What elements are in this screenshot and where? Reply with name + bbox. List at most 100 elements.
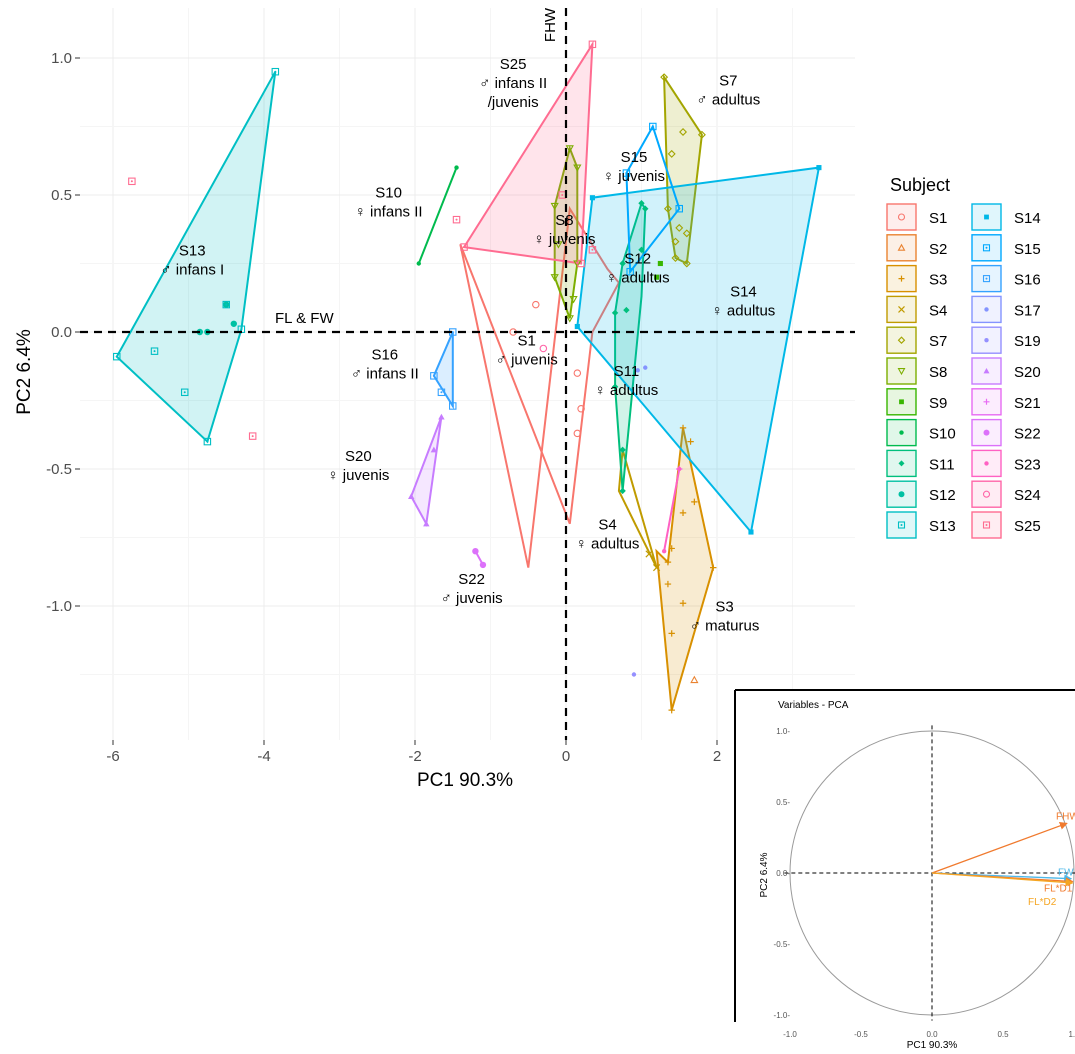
point-s8 — [554, 241, 563, 249]
legend-marker-s15-dot — [985, 246, 988, 249]
legend-key-s7 — [886, 326, 917, 354]
point-s20 — [438, 413, 445, 420]
annotation-s13-line2: ♂ infans I — [160, 261, 224, 278]
y-tick-label: 1.0 — [51, 50, 72, 67]
point-s15-box — [622, 169, 631, 177]
inset-y-tick-label: 1.0- — [776, 727, 790, 736]
annotation-s25-line1: S25 — [500, 56, 527, 73]
point-s25-dot — [561, 194, 564, 196]
point-s3 — [668, 630, 675, 637]
annotation-s7-line2: ♂ adultus — [696, 91, 760, 108]
legend-label-s16: S16 — [1014, 272, 1041, 289]
x-tick-label: 2 — [713, 748, 721, 765]
inset-vector-fhw — [931, 821, 1068, 874]
point-s15-box — [649, 122, 657, 131]
legend-marker-s20 — [983, 368, 990, 374]
legend-marker-s13-box — [897, 521, 906, 529]
legend-label-s22: S22 — [1014, 426, 1041, 443]
legend-label-s7: S7 — [929, 333, 947, 350]
y-tick-label: -1.0 — [46, 598, 72, 615]
inset-y-label: PC2 6.4% — [759, 852, 770, 897]
point-s3 — [679, 424, 687, 432]
annotation-s16-line1: S16 — [371, 346, 398, 363]
point-s3 — [668, 545, 675, 552]
y-tick-labels: -1.0 -0.5 0.0 0.5 1.0 — [46, 50, 80, 615]
point-s16-dot — [440, 391, 443, 394]
point-s13-box — [180, 388, 189, 397]
point-s15 — [675, 204, 683, 213]
legend-marker-s13 — [897, 521, 906, 529]
point-s16 — [437, 388, 446, 397]
annotation-s13-line1: S13 — [179, 242, 206, 259]
hull-s23 — [663, 468, 681, 552]
hull-s16 — [432, 331, 454, 410]
point-s25-dot — [591, 248, 594, 251]
point-s13 — [180, 388, 189, 397]
point-s15-box — [675, 204, 683, 213]
point-s13 — [222, 300, 231, 309]
x-tick-label: -4 — [257, 748, 270, 765]
inset-x-tick-label: -0.5 — [854, 1030, 868, 1039]
inset-y-tick-label: 0.5- — [776, 798, 790, 807]
inset-x-tick-label: 0.0 — [926, 1030, 938, 1039]
point-s25-box — [588, 246, 597, 254]
point-s2 — [690, 675, 699, 684]
point-s11 — [619, 487, 626, 495]
point-s25-dot — [591, 43, 594, 46]
point-s13 — [150, 347, 159, 355]
point-s13 — [271, 67, 280, 76]
inset-x-tick-label: 0.5 — [997, 1030, 1009, 1039]
point-s9 — [657, 260, 663, 267]
point-s25-dot — [580, 262, 583, 265]
point-s7 — [663, 204, 672, 213]
inset-vector-label-fl-d1: FL*D1 — [1044, 884, 1073, 895]
legend-label-s4: S4 — [929, 302, 947, 319]
point-s13-box — [222, 300, 231, 309]
inset-y-tick-label: -0.5- — [774, 940, 791, 949]
point-s14 — [816, 165, 822, 171]
point-s13-box — [150, 347, 159, 355]
point-s3 — [710, 564, 717, 571]
legend-key-s8 — [886, 357, 917, 385]
point-s16-dot — [451, 331, 454, 333]
point-s13-dot — [240, 328, 243, 331]
point-s10 — [454, 165, 459, 170]
legend-marker-s4 — [898, 305, 905, 313]
annotation-s12-line2: ♀ adultus — [606, 270, 670, 287]
legend-label-s25: S25 — [1014, 518, 1041, 535]
point-s15 — [626, 267, 634, 276]
point-s25-box — [128, 177, 136, 186]
point-s3 — [679, 509, 687, 517]
legend-label-s23: S23 — [1014, 456, 1041, 473]
annotation-s20-line2: ♀ juvenis — [327, 467, 389, 484]
point-s11 — [623, 306, 630, 314]
point-s3 — [664, 580, 672, 588]
legend-label-s14: S14 — [1014, 210, 1041, 227]
inset-x-tick-label: -1.0 — [783, 1030, 797, 1039]
point-s14 — [589, 195, 595, 201]
point-s13-dot — [153, 350, 156, 353]
legend-label-s19: S19 — [1014, 333, 1041, 350]
legend-marker-s14 — [984, 214, 989, 220]
point-s20 — [430, 446, 438, 453]
annotation-s22-line1: S22 — [458, 571, 485, 588]
point-s7 — [671, 254, 680, 262]
legend-marker-s7 — [897, 336, 906, 344]
point-s4 — [652, 564, 661, 572]
point-s1 — [573, 369, 582, 377]
annotation-s25-line2: ♂ infans II — [479, 75, 547, 92]
point-s25-box — [577, 259, 585, 268]
fl-fw-axis-annotation: FL & FW — [275, 310, 334, 327]
annotation-s4-line2: ♀ adultus — [576, 535, 640, 552]
point-s15-dot — [625, 172, 628, 175]
legend-key-s1 — [886, 203, 917, 231]
annotation-s12-line1: S12 — [624, 251, 651, 268]
inset-vector-label-fw: FW — [1058, 868, 1074, 879]
point-s14 — [748, 529, 754, 535]
point-s16 — [430, 372, 438, 380]
point-s3 — [687, 438, 694, 445]
point-s7 — [682, 229, 691, 238]
annotation-s3-line1: S3 — [715, 598, 733, 615]
point-s25-box — [248, 432, 257, 440]
